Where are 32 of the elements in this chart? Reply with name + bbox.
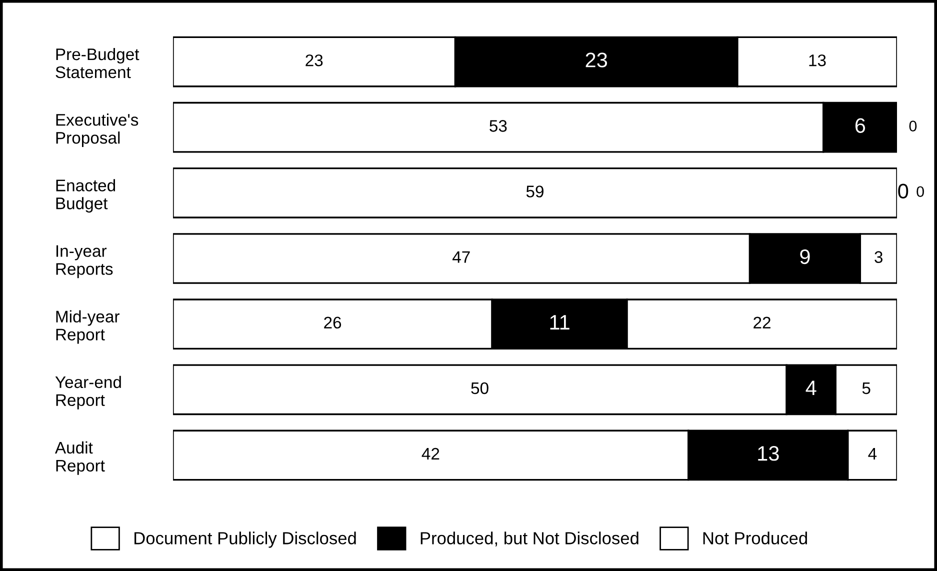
y-tick-label: Audit Report [54,441,105,475]
data-label: 22 [754,316,770,328]
bar [173,168,897,218]
data-label: 0 [898,184,908,199]
data-label: 23 [586,52,608,68]
legend-label: Not Produced [703,532,807,544]
data-label: 13 [809,54,826,66]
data-label: 11 [550,315,570,330]
data-label: 59 [526,186,544,198]
y-tick-label: Mid-year Report [56,310,120,344]
data-label: 42 [422,448,440,460]
legend-label: Produced, but Not Disclosed [420,532,638,546]
data-label: 5 [862,382,870,394]
data-label: 47 [452,251,470,263]
data-label: 9 [800,249,810,264]
data-label: 4 [868,448,877,460]
data-label: 53 [490,120,507,132]
data-label: 13 [758,446,779,461]
data-label: 26 [324,316,342,329]
y-tick-label: Year-end Report [55,376,121,410]
data-label: 3 [874,251,882,263]
y-tick-label: In-year Reports [56,245,113,278]
data-label: 0 [916,186,924,198]
y-tick-label: Executive's Proposal [56,114,138,148]
data-label: 23 [306,54,323,66]
data-label: 50 [471,382,488,394]
y-tick-label: Enacted Budget [56,179,116,213]
y-tick-label: Pre-Budget Statement [56,48,140,78]
data-label: 0 [909,120,917,132]
legend-label: Document Publicly Disclosed [134,532,356,548]
data-label: 6 [855,118,866,133]
data-label: 4 [806,380,816,396]
